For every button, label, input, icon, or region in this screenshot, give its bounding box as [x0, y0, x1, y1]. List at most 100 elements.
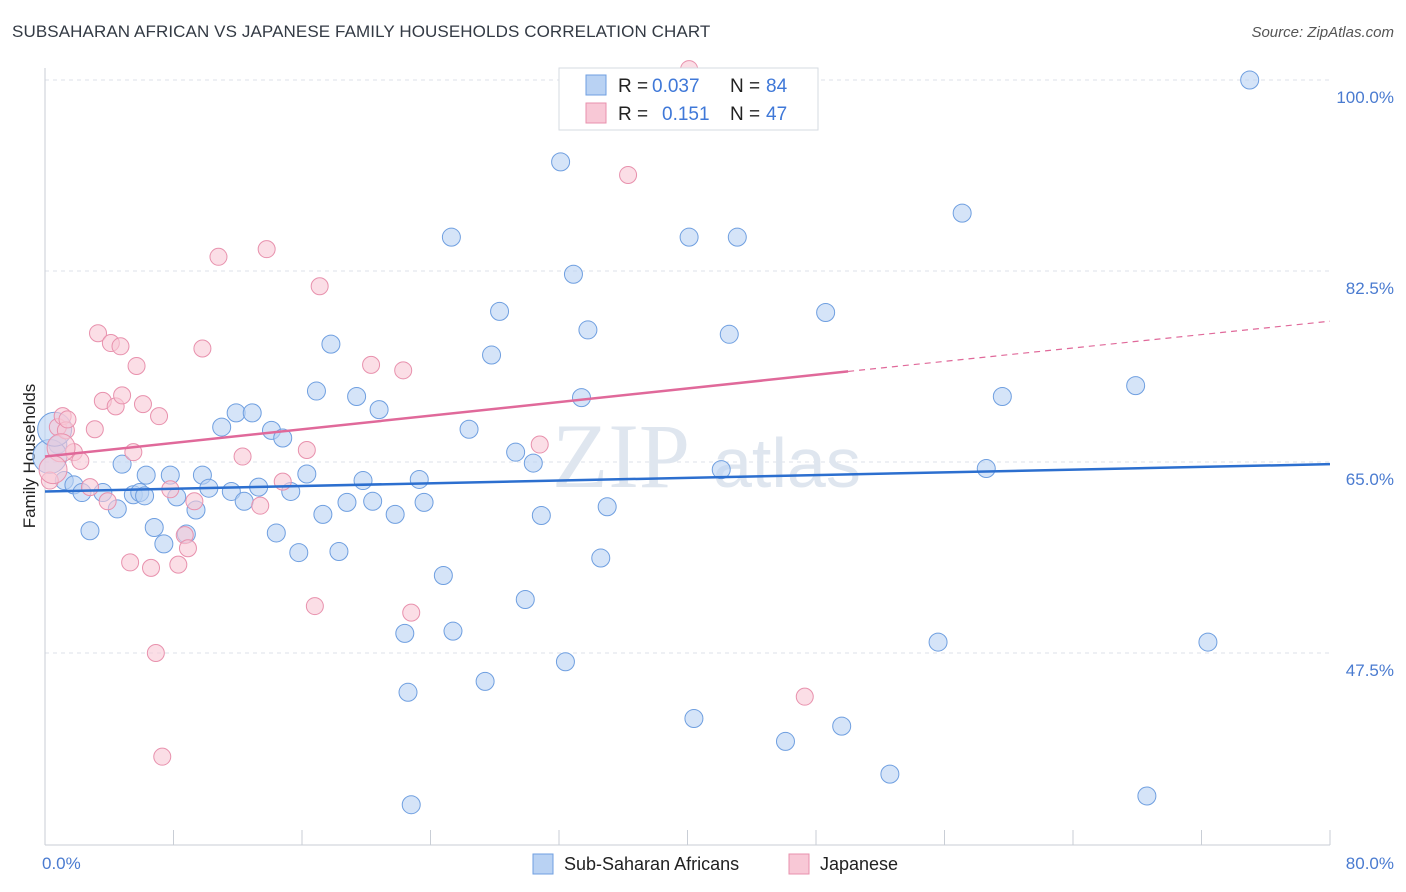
trend-layer	[44, 320, 1331, 493]
legend-r-value-1: 0.037	[652, 76, 700, 97]
point-subsaharan	[719, 324, 739, 344]
point-japanese	[133, 395, 152, 414]
point-subsaharan	[555, 652, 575, 672]
chart-source: Source: ZipAtlas.com	[1251, 24, 1394, 41]
legend-bottom-swatch-blue[interactable]	[532, 853, 554, 875]
point-subsaharan	[506, 442, 526, 462]
legend-n-label-2: N =	[730, 104, 760, 125]
point-subsaharan	[266, 523, 286, 543]
point-japanese	[297, 440, 316, 459]
point-japanese	[142, 558, 161, 577]
legend-r-value-2: 0.151	[662, 104, 710, 125]
trend-line-japanese	[44, 370, 849, 458]
point-japanese	[127, 356, 146, 375]
point-subsaharan	[578, 320, 598, 340]
point-japanese	[619, 165, 638, 184]
legend-n-value-1: 84	[766, 76, 788, 97]
legend-bottom-label-pink[interactable]: Japanese	[820, 854, 898, 874]
point-japanese	[362, 355, 381, 374]
point-japanese	[233, 447, 252, 466]
point-subsaharan	[234, 491, 254, 511]
point-subsaharan	[1198, 632, 1218, 652]
point-subsaharan	[226, 403, 246, 423]
point-subsaharan	[952, 203, 972, 223]
point-subsaharan	[313, 504, 333, 524]
point-japanese	[150, 407, 169, 426]
point-subsaharan	[490, 301, 510, 321]
point-subsaharan	[880, 764, 900, 784]
y-axis-label: Family Households	[20, 384, 39, 529]
point-subsaharan	[459, 419, 479, 439]
point-subsaharan	[441, 227, 461, 247]
point-subsaharan	[775, 731, 795, 751]
trend-line-japanese-extension	[848, 320, 1331, 373]
point-japanese	[530, 435, 549, 454]
point-subsaharan	[928, 632, 948, 652]
point-japanese	[153, 747, 172, 766]
point-japanese	[111, 337, 130, 356]
chart-title: SUBSAHARAN AFRICAN VS JAPANESE FAMILY HO…	[12, 22, 711, 41]
point-japanese	[85, 420, 104, 439]
point-subsaharan	[306, 381, 326, 401]
point-japanese	[146, 644, 165, 662]
point-subsaharan	[591, 548, 611, 568]
point-subsaharan	[80, 521, 100, 541]
point-japanese	[80, 478, 99, 497]
point-subsaharan	[136, 465, 156, 485]
point-subsaharan	[401, 795, 421, 815]
point-subsaharan	[273, 428, 293, 448]
point-subsaharan	[395, 623, 415, 643]
point-japanese	[113, 386, 132, 405]
point-japanese	[98, 492, 117, 511]
legend-bottom-label-blue[interactable]: Sub-Saharan Africans	[564, 854, 739, 874]
point-subsaharan	[398, 682, 418, 702]
point-japanese	[310, 277, 329, 296]
legend-top: R = 0.037 N = 84 R = 0.151 N = 47	[558, 67, 819, 131]
grid-layer	[45, 79, 1330, 654]
point-subsaharan	[433, 566, 453, 586]
point-subsaharan	[727, 227, 747, 247]
legend-swatch-pink	[585, 102, 607, 124]
point-subsaharan	[571, 388, 591, 408]
x-tick-layer	[44, 830, 1331, 845]
trend-line-subsaharan	[44, 462, 1331, 493]
point-japanese	[89, 324, 108, 343]
point-subsaharan	[154, 534, 174, 554]
point-japanese	[209, 247, 228, 266]
y-tick-label: 100.0%	[1336, 88, 1394, 107]
point-japanese	[169, 555, 188, 574]
point-subsaharan	[482, 345, 502, 365]
point-japanese	[402, 603, 421, 622]
point-subsaharan	[414, 492, 434, 512]
point-subsaharan	[297, 464, 317, 484]
point-subsaharan	[1137, 786, 1157, 806]
point-japanese	[251, 496, 270, 515]
legend-bottom: Sub-Saharan Africans Japanese	[532, 853, 898, 875]
legend-swatch-blue	[585, 74, 607, 96]
point-japanese	[58, 410, 77, 429]
point-subsaharan	[337, 492, 357, 512]
point-japanese	[121, 553, 140, 572]
point-subsaharan	[832, 716, 852, 736]
legend-n-value-2: 47	[766, 104, 787, 125]
point-japanese	[178, 539, 197, 558]
legend-bottom-swatch-pink[interactable]	[788, 853, 810, 875]
point-subsaharan	[597, 497, 617, 517]
point-subsaharan	[443, 621, 463, 641]
point-japanese	[71, 451, 90, 470]
watermark-zip: ZIP	[552, 405, 690, 507]
point-subsaharan	[385, 504, 405, 524]
point-japanese	[185, 492, 204, 511]
point-subsaharan	[679, 227, 699, 247]
legend-n-label-1: N =	[730, 76, 760, 97]
point-japanese	[38, 455, 68, 485]
point-subsaharan	[563, 264, 583, 284]
watermark-atlas: atlas	[713, 424, 861, 502]
y-tick-label: 82.5%	[1346, 279, 1394, 298]
x-tick-label-max: 80.0%	[1346, 854, 1394, 873]
point-subsaharan	[144, 517, 164, 537]
point-japanese	[305, 597, 324, 616]
point-subsaharan	[976, 459, 996, 479]
point-subsaharan	[816, 302, 836, 322]
